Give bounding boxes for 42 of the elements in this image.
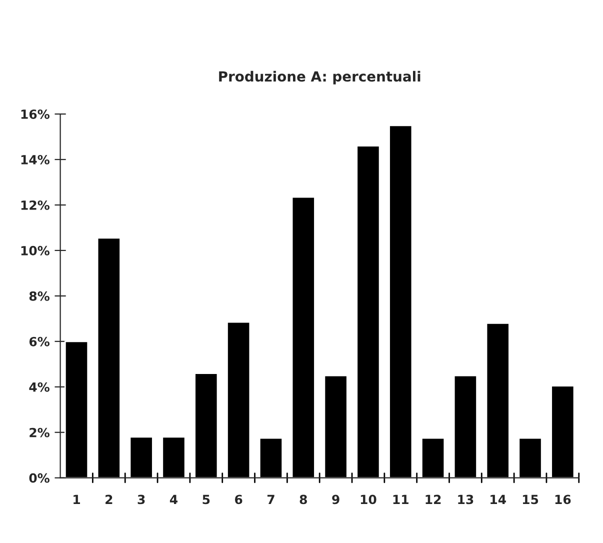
x-tick-label: 9 [332,494,340,504]
bar [356,145,380,478]
x-tick-label: 3 [138,494,145,504]
bar [258,437,284,478]
y-tick-label: 8% [29,291,50,301]
x-tick-label: 15 [522,494,538,504]
bar [162,436,186,478]
y-tick-label: 16% [21,110,50,119]
y-tick-label: 0% [29,473,50,483]
x-tick-label: 5 [202,494,210,504]
x-tick-label: 13 [458,494,474,504]
bar [291,196,316,478]
bar [388,124,413,478]
bar [226,321,251,478]
x-tick-label: 4 [170,494,178,504]
y-tick-label: 4% [29,382,50,392]
bar [486,322,510,478]
bar [194,372,218,478]
x-tick-label: 11 [393,494,408,504]
x-tick-label: 7 [267,494,274,504]
y-tick-label: 6% [29,336,50,346]
bar [96,237,121,478]
y-tick-label: 12% [21,200,50,210]
x-tick-label: 16 [555,494,571,504]
chart-title: Produzione A: percentuali [219,70,420,84]
bar [129,436,154,478]
x-tick-label: 6 [234,494,242,504]
bar [64,340,89,478]
bar [420,437,446,478]
y-tick-label: 10% [21,246,50,256]
x-tick-label: 14 [490,494,506,504]
bar [518,437,542,478]
bar [324,374,348,478]
x-tick-label: 8 [300,494,307,504]
bar [550,385,575,478]
x-tick-label: 12 [426,494,441,504]
x-tick-label: 1 [74,494,80,504]
bar [453,374,478,478]
y-tick-label: 14% [21,154,50,164]
x-tick-label: 2 [106,494,112,504]
y-tick-label: 2% [30,428,50,438]
x-tick-label: 10 [360,494,376,504]
